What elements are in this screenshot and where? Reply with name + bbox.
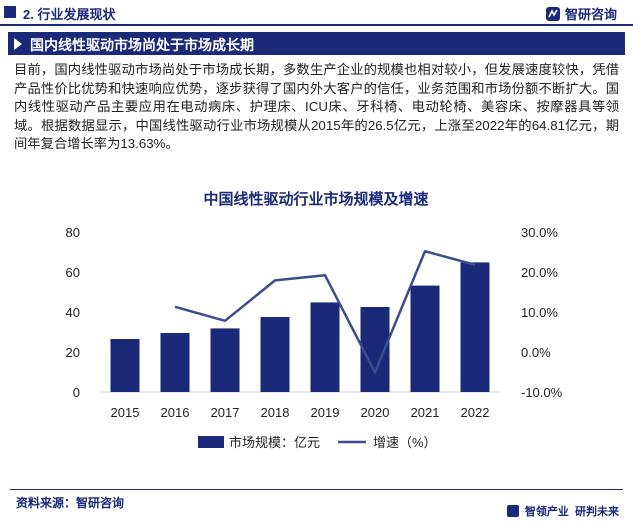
y-left-tick-label: 20 [66,345,80,360]
y-right-tick-label: 20.0% [521,265,558,280]
footer-slogan: 智领产业 研判未来 [506,503,619,519]
y-right-tick-label: 10.0% [521,305,558,320]
brand-name: 智研咨询 [564,7,617,22]
x-tick-label: 2015 [111,405,140,420]
section-header: 2. 行业发展现状 智研咨询 [0,0,633,26]
y-left-tick-label: 0 [73,385,80,400]
chart-title: 中国线性驱动行业市场规模及增速 [203,190,428,208]
brand-mark-icon [506,505,519,517]
y-left-tick-label: 80 [66,225,80,240]
x-tick-label: 2019 [311,405,340,420]
section-title: 2. 行业发展现状 [23,7,116,22]
source-note: 资料来源：智研咨询 [16,496,125,510]
brand: 智研咨询 [545,4,617,23]
x-tick-label: 2018 [261,405,290,420]
bar-2018 [260,317,290,392]
footer-divider [10,489,623,490]
brand-logo-icon [545,6,560,21]
bar-2016 [160,333,190,392]
slogan-a: 智领产业 [524,506,569,518]
y-left-tick-label: 60 [66,265,80,280]
chevron-right-icon [14,38,22,50]
x-tick-label: 2016 [161,405,190,420]
section-square-icon [4,6,16,18]
y-right-tick-label: 30.0% [521,225,558,240]
bar-2017 [210,328,240,392]
bar-2022 [460,262,490,392]
banner-title: 国内线性驱动市场尚处于市场成长期 [30,37,254,53]
x-tick-label: 2017 [211,405,240,420]
bar-2019 [310,302,340,392]
axis-layer: 0 20 40 60 80 -10.0% 0.0% 10.0% 20.0% 30.0% 2015 20… [66,225,563,420]
legend-line-label: 增速（%） [373,435,437,450]
x-tick-label: 2022 [461,405,490,420]
line-layer [174,249,476,374]
bar-layer [110,262,490,392]
bar-2015 [110,339,140,392]
y-right-tick-label: -10.0% [521,385,563,400]
x-tick-label: 2020 [361,405,390,420]
legend-bar-swatch [198,436,224,448]
legend: 市场规模：亿元 增速（%） [198,435,437,450]
bar-2021 [410,285,440,392]
slogan-b: 研判未来 [575,506,619,518]
header-divider [0,24,633,26]
legend-bar-label: 市场规模：亿元 [229,435,320,450]
body-paragraph: 目前，国内线性驱动市场尚处于市场成长期，多数生产企业的规模也相对较小，但发展速度… [14,62,619,151]
y-right-tick-label: 0.0% [521,345,551,360]
topic-banner: 国内线性驱动市场尚处于市场成长期 [8,32,625,55]
x-tick-label: 2021 [411,405,440,420]
y-left-tick-label: 40 [66,305,80,320]
